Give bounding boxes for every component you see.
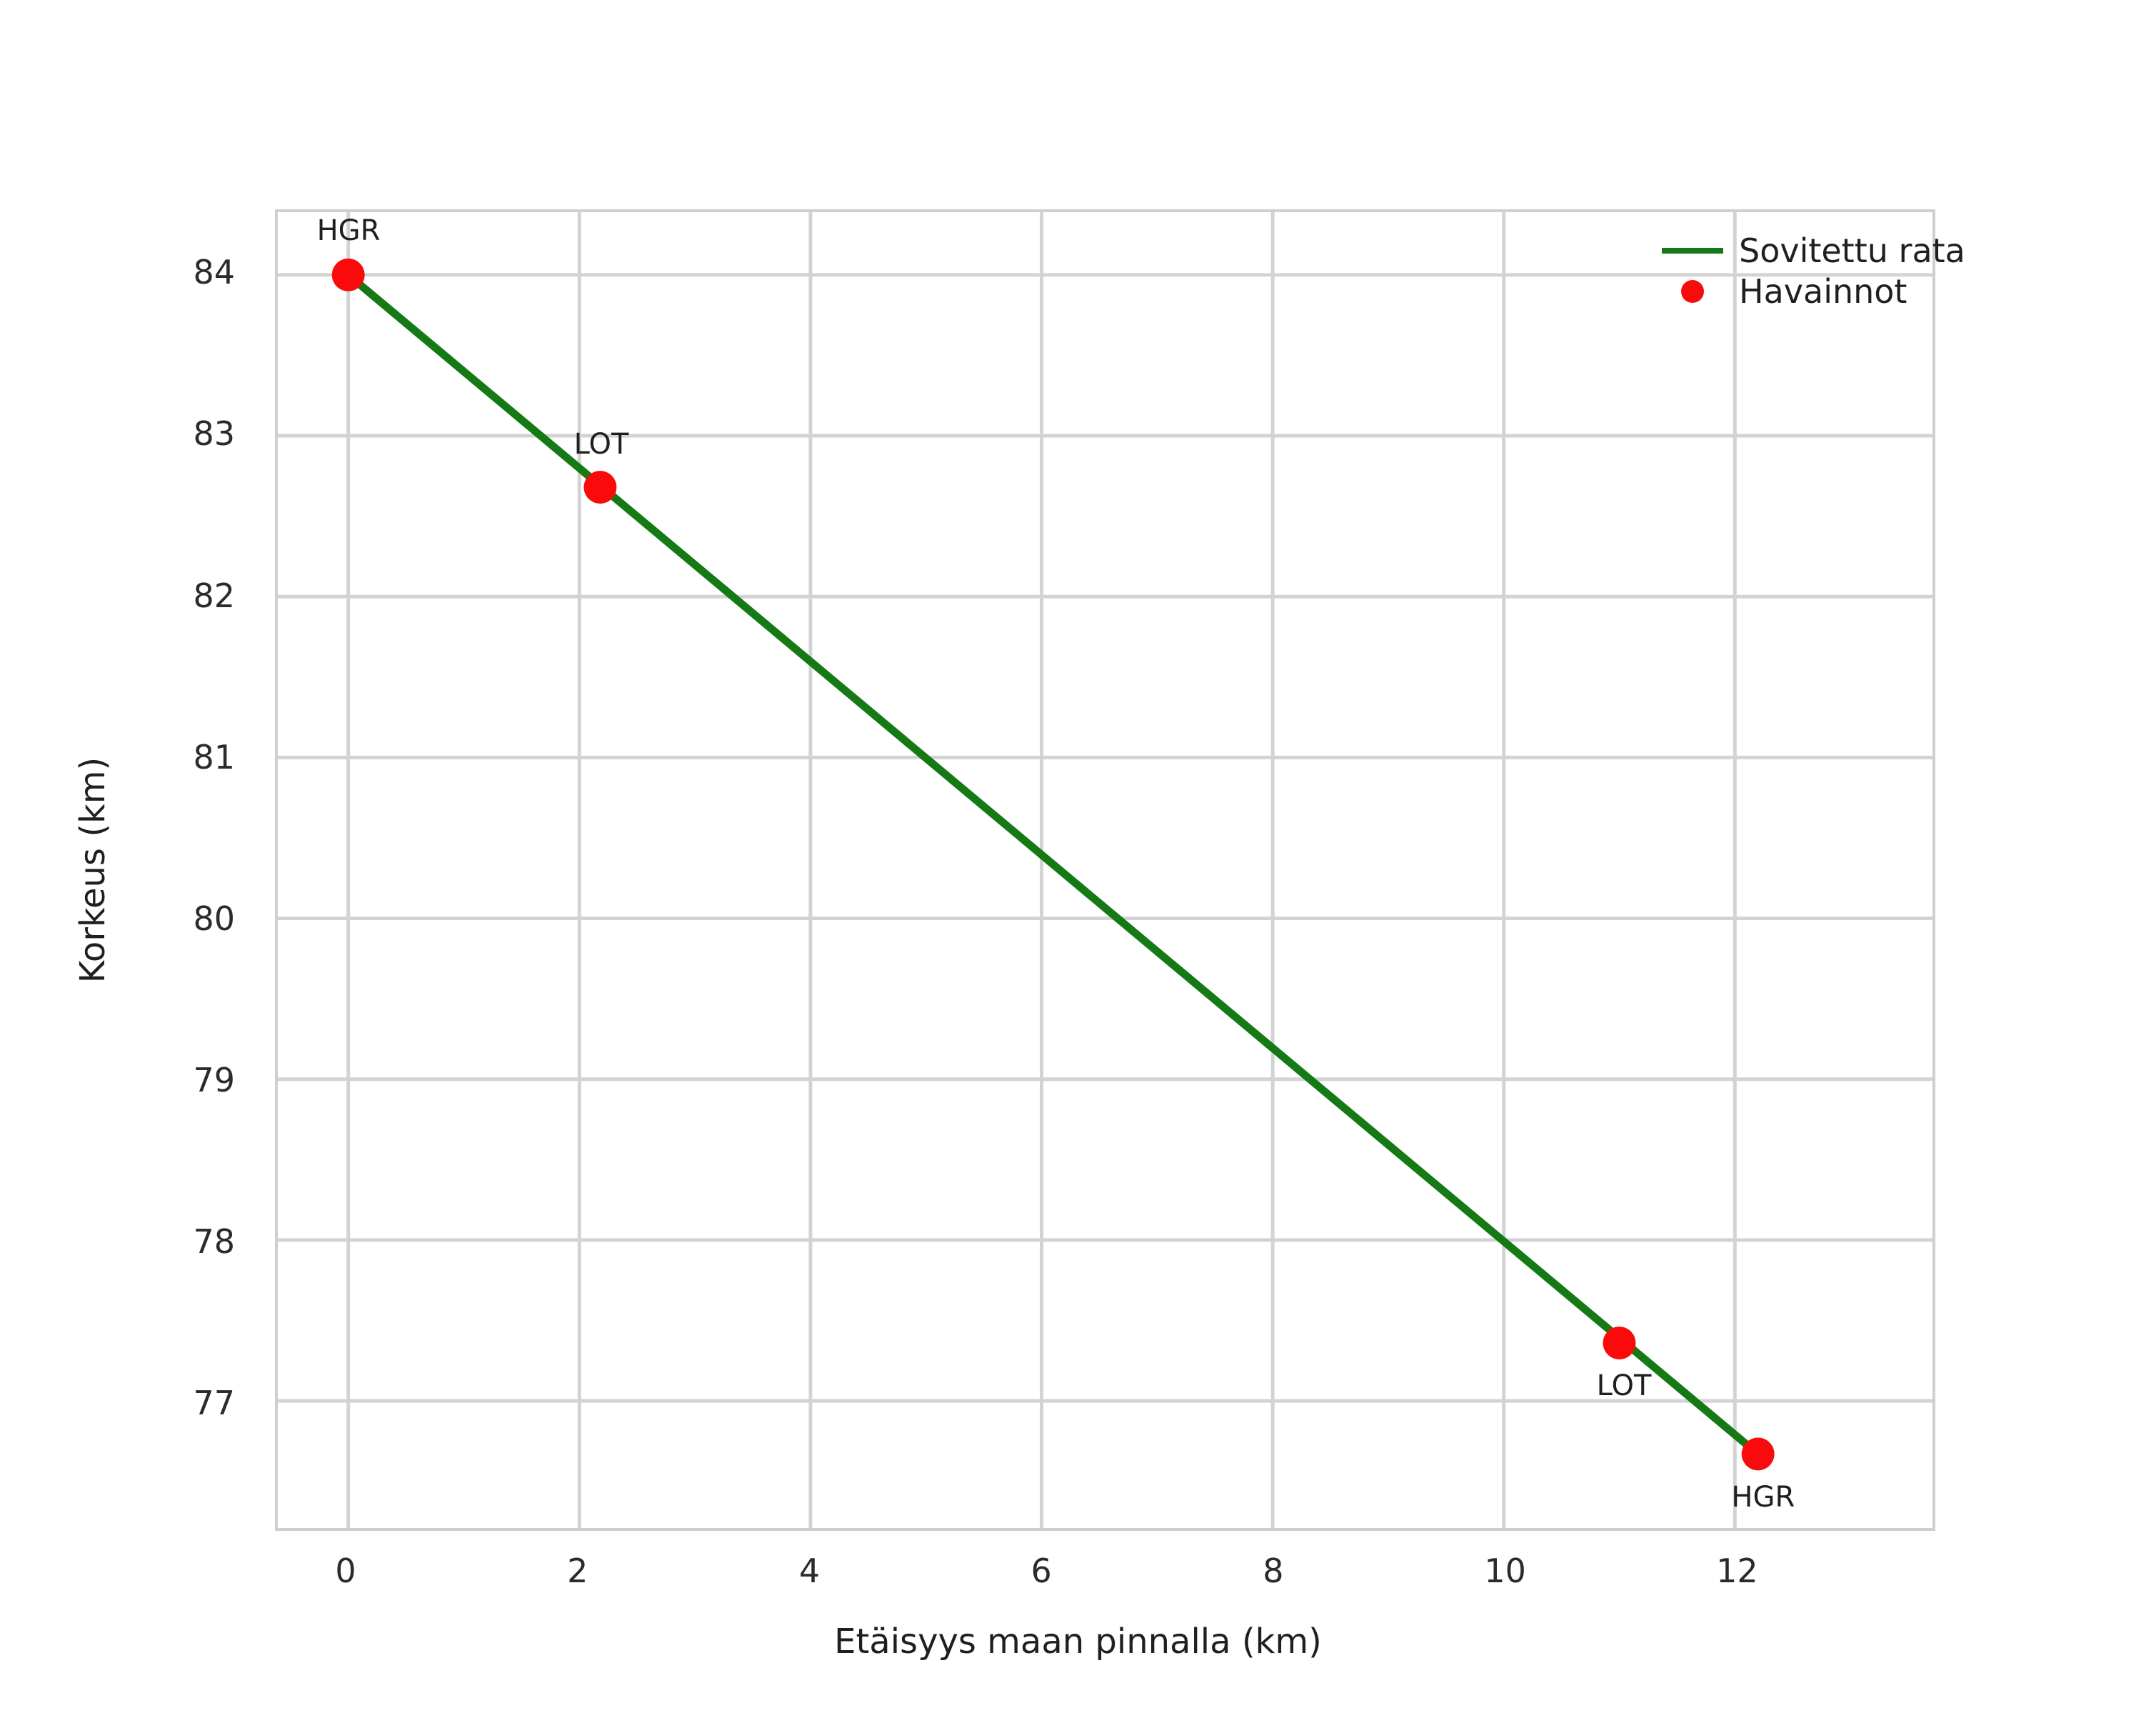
x-axis-label: Etäisyys maan pinnalla (km) — [834, 1622, 1322, 1662]
y-tick-label: 78 — [193, 1222, 235, 1262]
point-annotation-hgr: HGR — [1731, 1480, 1795, 1514]
x-tick-label: 0 — [335, 1552, 356, 1590]
y-tick-label: 82 — [193, 576, 235, 615]
legend-item-fitted-line[interactable]: Sovitettu rata — [1653, 230, 1965, 271]
grid-lines — [278, 212, 1932, 1528]
legend-dot-swatch-icon — [1653, 271, 1732, 311]
chart-legend: Sovitettu rata Havainnot — [1653, 230, 1965, 312]
data-layer — [331, 258, 1775, 1471]
plot-area: HGR LOT LOT HGR — [275, 209, 1935, 1531]
legend-item-observations[interactable]: Havainnot — [1653, 271, 1932, 311]
x-tick-label: 4 — [798, 1552, 821, 1590]
legend-line-swatch-icon — [1653, 230, 1732, 271]
y-axis-tick-labels: 77 78 79 80 81 82 83 84 — [0, 0, 254, 1728]
x-tick-label: 6 — [1031, 1552, 1052, 1590]
legend-label-fitted-line: Sovitettu rata — [1739, 231, 1965, 270]
observation-marker — [331, 258, 365, 291]
observation-marker — [583, 471, 617, 504]
x-tick-label: 8 — [1263, 1552, 1284, 1590]
point-annotation-hgr: HGR — [316, 214, 381, 248]
y-tick-label: 84 — [193, 253, 235, 292]
fitted-trajectory-line — [344, 271, 1763, 1458]
observation-marker — [1603, 1327, 1636, 1359]
point-annotation-lot: LOT — [1596, 1369, 1652, 1402]
x-tick-label: 12 — [1716, 1552, 1758, 1590]
y-tick-label: 81 — [193, 737, 235, 776]
observation-marker — [1741, 1437, 1775, 1471]
y-tick-label: 80 — [193, 899, 235, 938]
x-tick-label: 2 — [567, 1552, 588, 1590]
x-axis-tick-labels: 0 2 4 6 8 10 12 — [0, 1552, 2156, 1602]
legend-label-observations: Havainnot — [1739, 271, 1907, 311]
point-annotation-lot: LOT — [573, 427, 629, 461]
y-tick-label: 79 — [193, 1061, 235, 1099]
y-tick-label: 77 — [193, 1384, 235, 1423]
y-tick-label: 83 — [193, 414, 235, 454]
x-tick-label: 10 — [1484, 1552, 1526, 1590]
